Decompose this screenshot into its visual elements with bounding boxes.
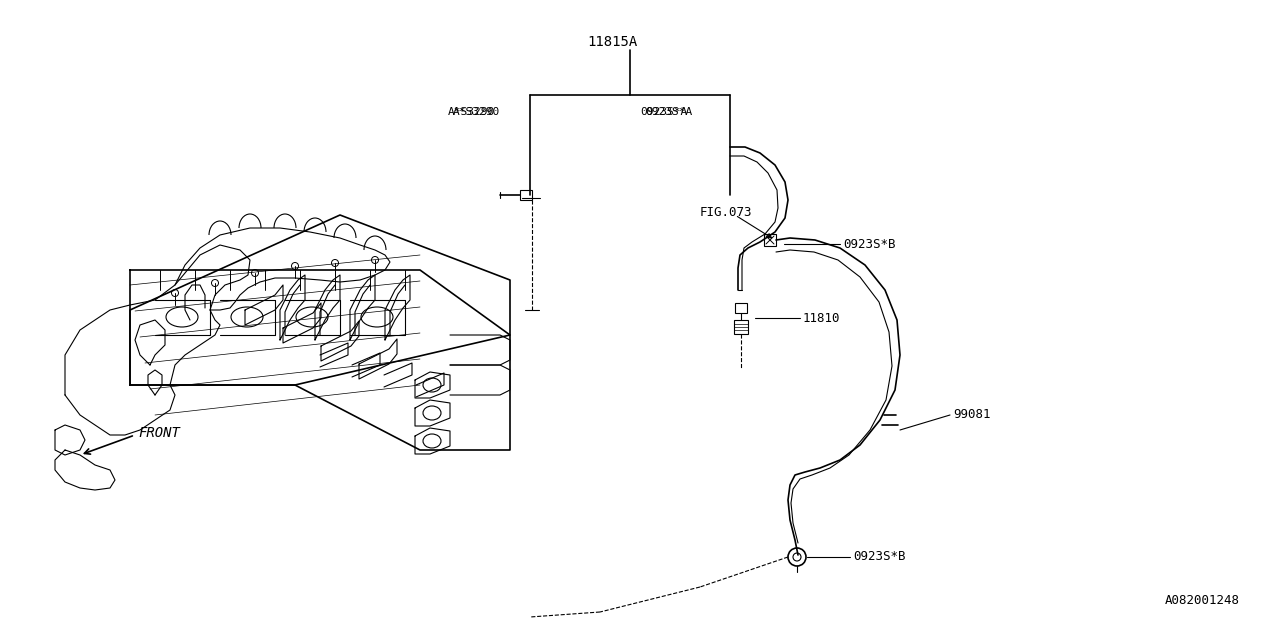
Text: FIG.073: FIG.073 [700, 205, 753, 218]
Text: 11815A: 11815A [586, 35, 637, 49]
Text: 11810: 11810 [803, 312, 841, 324]
Text: 0923S*A: 0923S*A [645, 107, 692, 117]
Text: 0923S*B: 0923S*B [852, 550, 905, 563]
Text: 0923S*A: 0923S*A [640, 107, 687, 117]
Text: 0923S*B: 0923S*B [844, 237, 896, 250]
Text: A*S3290: A*S3290 [448, 107, 495, 117]
Text: 99081: 99081 [954, 408, 991, 422]
Text: FRONT: FRONT [138, 426, 180, 440]
Text: A082001248: A082001248 [1165, 593, 1240, 607]
Text: A*S3290: A*S3290 [453, 107, 500, 117]
